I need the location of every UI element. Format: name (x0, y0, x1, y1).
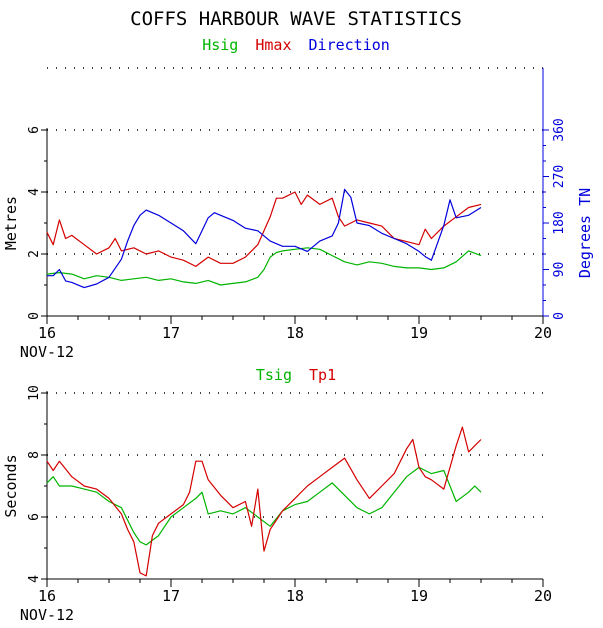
chart-title: COFFS HARBOUR WAVE STATISTICS (130, 8, 462, 30)
x-tick-label-1: 17 (162, 324, 180, 342)
x-tick-label-4: 20 (534, 324, 552, 342)
x-tick-label-2: 18 (286, 324, 304, 342)
series-line-tp1 (46, 426, 482, 577)
y2-tick-label-2: 180 (552, 211, 567, 234)
legend-hmax: Hmax (255, 36, 291, 54)
y2-tick-label-3: 270 (552, 165, 567, 188)
bottom-legend: Tsig Tp1 (256, 366, 336, 384)
y2-tick-label-4: 360 (552, 118, 567, 141)
x-tick-label-3: 19 (410, 324, 428, 342)
x-tick-label-3: 19 (410, 587, 428, 605)
y2-tick-label-0: 0 (552, 312, 567, 320)
wave-period-panel: 4 6 8 10 16 17 18 19 20 NOV-12 Seconds (2, 385, 552, 624)
y-axis-title: Metres (2, 196, 20, 250)
x-tick-label-0: 16 (38, 324, 56, 342)
y-tick-label-1: 2 (27, 250, 42, 258)
y-axis-title: Seconds (2, 454, 20, 517)
y-tick-label-1: 6 (27, 513, 42, 521)
y-tick-label-0: 4 (27, 575, 42, 583)
series-line-tsig (46, 466, 482, 546)
x-date-label: NOV-12 (20, 606, 74, 624)
y-tick-label-3: 6 (27, 126, 42, 134)
x-tick-label-0: 16 (38, 587, 56, 605)
x-tick-label-2: 18 (286, 587, 304, 605)
y2-axis-title: Degrees TN (576, 188, 594, 278)
top-legend: Hsig Hmax Direction (202, 36, 390, 54)
legend-tp1: Tp1 (309, 366, 336, 384)
y-tick-label-2: 8 (27, 451, 42, 459)
y-tick-label-3: 10 (27, 385, 42, 401)
y2-tick-label-1: 90 (552, 262, 567, 278)
series-line-direction (47, 188, 482, 289)
series-line-hmax (46, 191, 482, 267)
legend-tsig: Tsig (256, 366, 292, 384)
series-line-hsig (46, 247, 482, 286)
x-date-label: NOV-12 (20, 343, 74, 361)
legend-direction: Direction (309, 36, 390, 54)
y-tick-label-2: 4 (27, 188, 42, 196)
wave-height-panel: 0 2 4 6 16 17 18 19 20 NOV-12 Metres 0 90 180 270 360 De… (2, 67, 594, 361)
x-tick-label-1: 17 (162, 587, 180, 605)
y-tick-label-0: 0 (27, 312, 42, 320)
x-tick-label-4: 20 (534, 587, 552, 605)
legend-hsig: Hsig (202, 36, 238, 54)
